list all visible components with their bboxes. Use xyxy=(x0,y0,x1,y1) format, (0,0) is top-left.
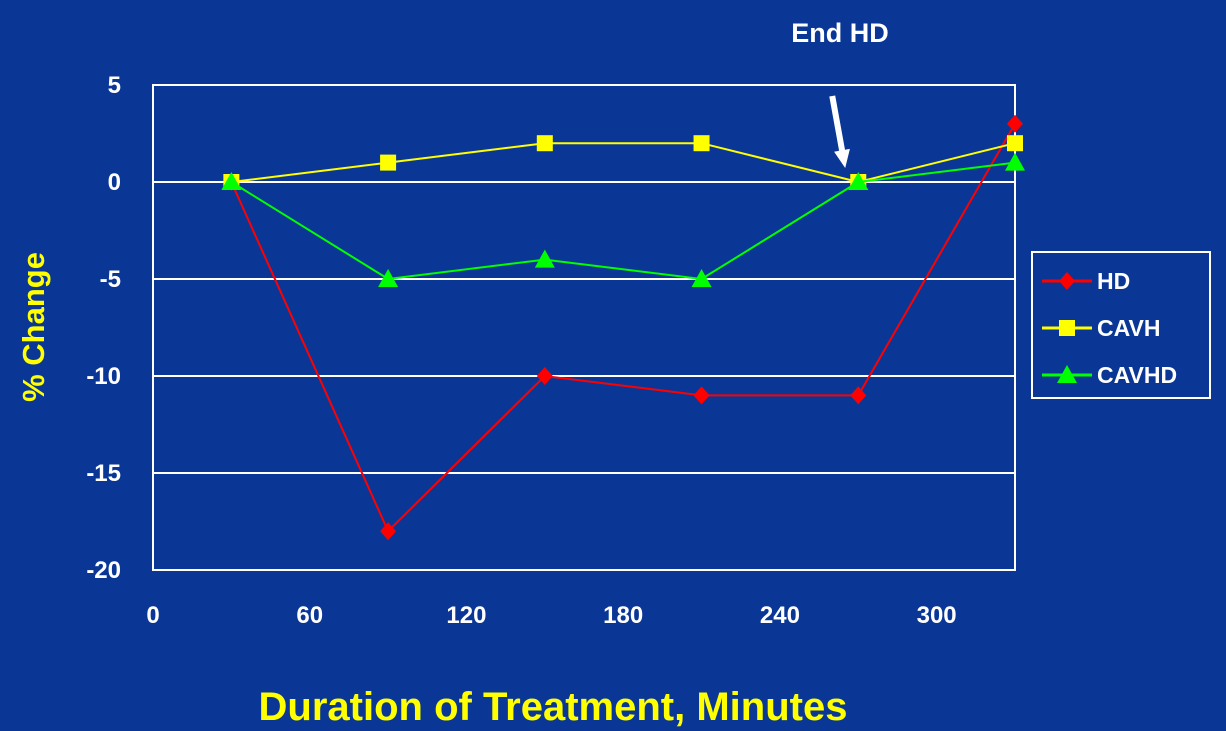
legend: HD CAVH CAVHD xyxy=(1032,252,1210,398)
data-point-cavh xyxy=(537,135,553,151)
y-axis-title: % Change xyxy=(16,252,51,402)
data-point-cavhd xyxy=(1005,153,1025,171)
x-tick-label: 0 xyxy=(146,602,159,629)
x-tick-label: 300 xyxy=(917,602,957,629)
y-tick-label: -10 xyxy=(86,363,121,390)
series-layer xyxy=(221,115,1025,540)
data-point-cavh xyxy=(1007,135,1023,151)
y-tick-label: -15 xyxy=(86,460,121,487)
series-cavhd xyxy=(221,153,1025,287)
end-hd-annotation: End HD xyxy=(791,18,889,48)
legend-item-cavhd: CAVHD xyxy=(1042,362,1177,388)
legend-marker-cavh xyxy=(1059,320,1075,336)
series-line-hd xyxy=(231,124,1015,531)
data-point-hd xyxy=(694,386,710,404)
end-hd-arrow-icon xyxy=(829,96,850,169)
y-tick-label: 0 xyxy=(108,169,121,196)
x-tick-label: 180 xyxy=(603,602,643,629)
data-point-hd xyxy=(1007,115,1023,133)
y-tick-label: 5 xyxy=(108,72,121,99)
legend-item-hd: HD xyxy=(1042,268,1130,294)
legend-label-hd: HD xyxy=(1097,268,1130,294)
x-tick-label: 120 xyxy=(446,602,486,629)
x-axis-title: Duration of Treatment, Minutes xyxy=(259,685,848,729)
data-point-cavh xyxy=(380,155,396,171)
x-tick-label: 60 xyxy=(296,602,323,629)
series-hd xyxy=(223,115,1023,540)
plot-area xyxy=(153,85,1015,570)
x-axis-ticks: 0 60 120 180 240 300 xyxy=(146,602,956,629)
gridlines xyxy=(153,85,1015,570)
series-line-cavhd xyxy=(231,163,1015,279)
x-tick-label: 240 xyxy=(760,602,800,629)
data-point-cavh xyxy=(694,135,710,151)
legend-marker-hd xyxy=(1059,272,1075,290)
data-point-hd xyxy=(850,386,866,404)
legend-label-cavhd: CAVHD xyxy=(1097,362,1177,388)
y-axis-ticks: 5 0 -5 -10 -15 -20 xyxy=(86,72,121,584)
legend-label-cavh: CAVH xyxy=(1097,315,1160,341)
data-point-cavhd xyxy=(535,250,555,268)
y-tick-label: -20 xyxy=(86,557,121,584)
y-tick-label: -5 xyxy=(100,266,121,293)
legend-item-cavh: CAVH xyxy=(1042,315,1160,341)
